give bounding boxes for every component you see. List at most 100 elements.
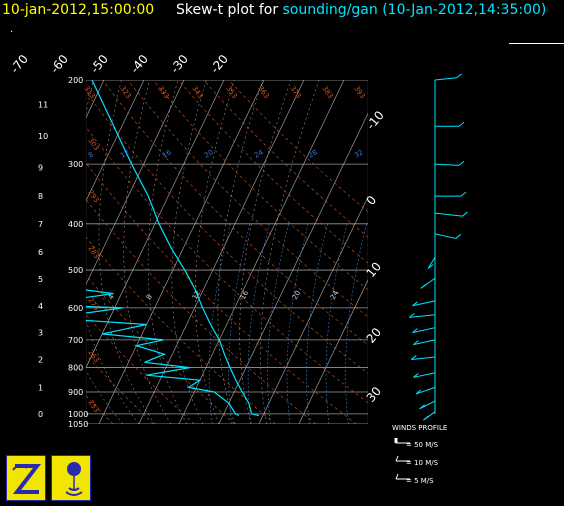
- isotherm-line: [86, 80, 225, 369]
- wind-legend: WINDS PROFILE = 50 M/S = 10 M/S = 5 M/S: [392, 424, 448, 485]
- wind-barb-feather: [415, 389, 422, 395]
- legend-barb-feather: [395, 455, 399, 462]
- moist-adiabat-line: [86, 80, 140, 424]
- z-logo-glyph: [12, 464, 42, 494]
- isotherm-right-label: 0: [364, 193, 380, 208]
- mixing-ratio-line: [267, 223, 289, 424]
- wind-barb: [427, 256, 436, 269]
- title-prefix: Skew-t plot for: [176, 2, 279, 18]
- wind-barb: [411, 356, 436, 360]
- mixing-ratio-label: 20: [203, 148, 215, 159]
- mixing-ratio-label: 8: [87, 151, 95, 160]
- wind-barb: [419, 400, 436, 410]
- dry-adiabat-line: [86, 91, 368, 374]
- mixing-ratio-line: [286, 223, 309, 424]
- sounding-source: sounding/gan (10-Jan-2012,14:35:00): [282, 2, 547, 18]
- wind-barb: [434, 212, 463, 217]
- dry-adiabat-line: [86, 314, 195, 424]
- moist-adiabat-line: [86, 370, 124, 424]
- wind-barb-feather: [458, 160, 465, 166]
- dry-adiabat-line: [203, 80, 368, 238]
- dry-adiabat-line: [86, 354, 154, 424]
- height-tick-label: 3: [38, 328, 43, 337]
- plot-title: Skew-t plot for sounding/gan (10-Jan-201…: [176, 2, 546, 18]
- pressure-tick-label: 300: [68, 160, 83, 169]
- chart-grid: [0, 80, 368, 424]
- isotherm-top-label: -30: [168, 52, 191, 76]
- legend-row-50: = 50 M/S: [406, 441, 439, 449]
- theta-label: 303: [86, 137, 100, 153]
- isotherm-line: [0, 80, 64, 424]
- legend-row-5: = 5 M/S: [406, 477, 434, 485]
- mixing-ratio-line: [208, 223, 231, 424]
- isotherm-line: [178, 80, 345, 424]
- wetbulb-label: 8: [145, 293, 154, 301]
- dry-adiabat-line: [228, 80, 368, 213]
- moist-adiabat-line: [217, 80, 263, 424]
- wind-legend-glyphs: [394, 438, 410, 480]
- wind-barb-feather: [462, 211, 468, 217]
- wind-barb-feather: [456, 73, 462, 79]
- isotherm-right-label: 10: [364, 259, 385, 280]
- height-tick-label: 8: [38, 192, 43, 201]
- wind-barb: [434, 163, 459, 166]
- wind-barb-feather: [423, 415, 429, 421]
- header-dot: .: [10, 24, 14, 35]
- theta-label: 393: [352, 85, 366, 101]
- wind-barb: [415, 386, 436, 395]
- isotherm-line: [138, 80, 305, 424]
- isotherm-line: [98, 80, 265, 424]
- z-logo-icon: [6, 455, 46, 501]
- legend-barb-feather: [395, 473, 399, 480]
- moist-adiabat-line: [123, 80, 172, 424]
- height-tick-label: 6: [38, 248, 43, 257]
- theta-label: 333: [156, 85, 170, 101]
- wind-barb-feather: [420, 283, 427, 289]
- dry-adiabat-line: [86, 199, 317, 424]
- dry-adiabat-line: [102, 80, 368, 346]
- isotherm-top-label: -40: [128, 52, 151, 76]
- dry-adiabat-line: [127, 80, 368, 318]
- theta-label: 383: [320, 85, 334, 101]
- isotherm-line: [86, 80, 145, 202]
- sonde-glyph: [65, 462, 83, 496]
- wind-barb-feather: [455, 234, 461, 239]
- theta-label: 313: [82, 85, 96, 101]
- mixing-ratio-line: [325, 223, 348, 424]
- chart-profiles: [86, 80, 260, 417]
- wind-barb-feather: [412, 328, 418, 333]
- pressure-tick-label: 700: [68, 336, 83, 345]
- wind-legend-title: WINDS PROFILE: [392, 424, 448, 432]
- height-tick-label: 7: [38, 220, 43, 229]
- wind-barb: [413, 372, 436, 378]
- theta-label: 323: [118, 85, 132, 101]
- moist-adiabat-line: [147, 80, 188, 424]
- dry-adiabat-line: [0, 80, 73, 424]
- mixing-ratio-label: 28: [307, 148, 319, 159]
- isotherm-line: [86, 80, 185, 285]
- mixing-ratio-line: [345, 223, 367, 424]
- wetbulb-label: 20: [291, 289, 302, 301]
- wind-barb-feather: [458, 121, 465, 127]
- height-tick-label: 2: [38, 356, 43, 365]
- wind-barb: [434, 77, 457, 81]
- pressure-tick-label: 600: [68, 304, 83, 313]
- wind-barb: [409, 314, 436, 318]
- dry-adiabat-line: [0, 80, 32, 424]
- wetbulb-label: 12: [191, 289, 202, 301]
- dewpoint-trace: [86, 289, 240, 417]
- isotherm-top-label: -60: [48, 52, 71, 76]
- height-tick-label: 10: [38, 132, 48, 141]
- mixing-ratio-label: 24: [253, 148, 265, 160]
- isotherm-top-label: -20: [208, 52, 231, 76]
- isotherm-top-label: -70: [8, 52, 31, 76]
- wind-barb: [412, 327, 436, 334]
- dry-adiabat-line: [86, 162, 357, 424]
- height-tick-label: 11: [38, 100, 48, 109]
- wind-barb-feather: [460, 191, 467, 197]
- wind-barb-feather: [411, 355, 417, 360]
- isotherm-right-label: 20: [364, 325, 385, 346]
- sounding-datetime: 10-jan-2012,15:00:00: [2, 2, 155, 18]
- wind-barb-feather: [412, 301, 418, 307]
- pressure-tick-label: 800: [68, 364, 83, 373]
